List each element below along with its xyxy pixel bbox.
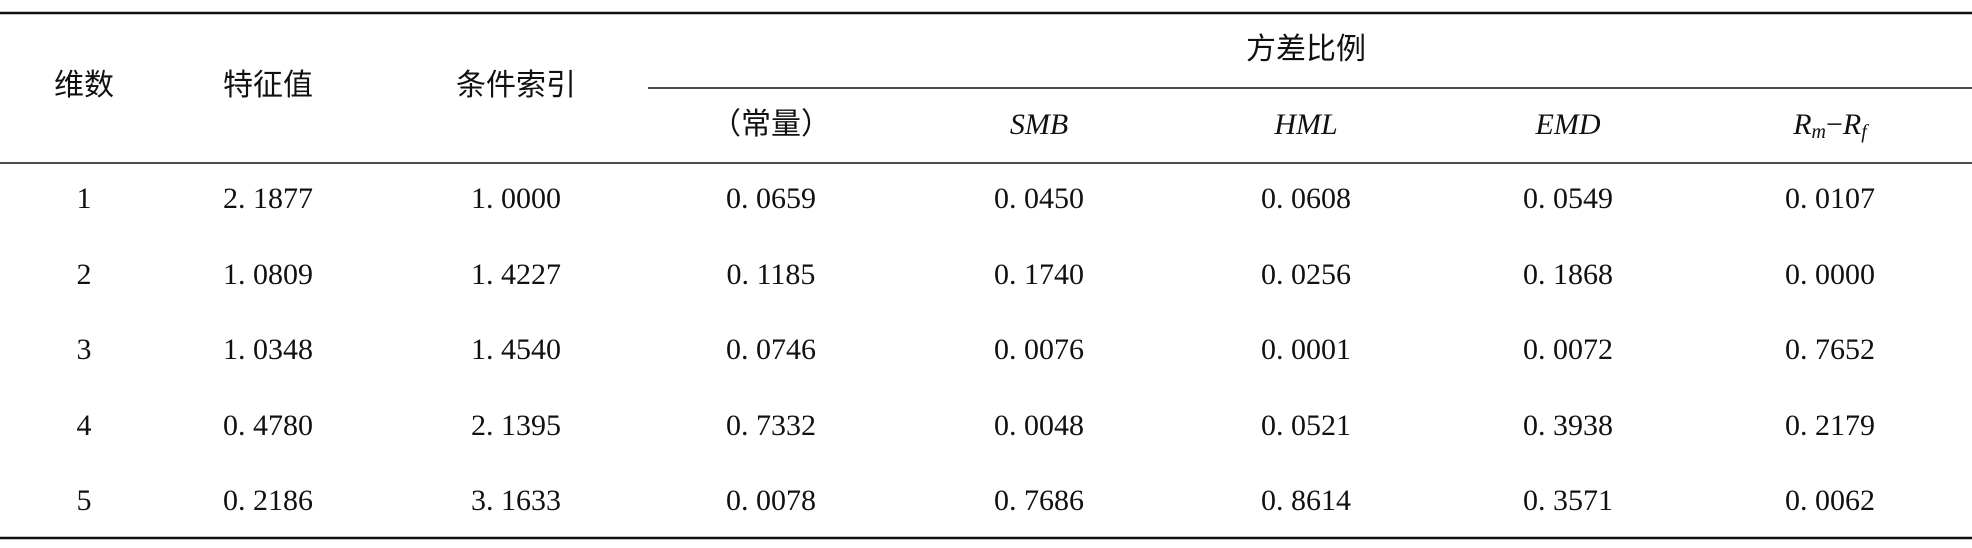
header-cell: SMB [1010,108,1068,141]
cell: 0. 3571 [1523,484,1613,517]
cell: 3 [77,333,92,366]
cell: 0. 0659 [726,182,816,215]
cell: 0. 0062 [1785,484,1875,517]
cell: 0. 8614 [1261,484,1351,517]
cell: 0. 2179 [1785,409,1875,442]
cell: 0. 7686 [994,484,1084,517]
cell: 0. 0549 [1523,182,1613,215]
header-cell: 维数 [54,69,114,102]
header-cell: EMD [1535,108,1601,141]
cell: 1. 4227 [471,258,561,291]
cell: 0. 3938 [1523,409,1613,442]
header-cell: （常量） [711,108,831,141]
cell: 0. 0076 [994,333,1084,366]
cell: 1. 4540 [471,333,561,366]
cell: 0. 1185 [727,258,816,291]
cell: 2 [77,258,92,291]
cell: 1. 0000 [471,182,561,215]
cell: 0. 0521 [1261,409,1351,442]
cell: 0. 0450 [994,182,1084,215]
cell: 0. 0000 [1785,258,1875,291]
cell: 0. 4780 [223,409,313,442]
cell: 1. 0809 [223,258,313,291]
cell: 1 [77,182,92,215]
cell: 0. 0001 [1261,333,1351,366]
cell: 3. 1633 [471,484,561,517]
subscript: f [1861,121,1869,143]
cell: 0. 1740 [994,258,1084,291]
cell: 0. 0072 [1523,333,1613,366]
cell: 0. 0256 [1261,258,1351,291]
cell: 0. 2186 [223,484,313,517]
header-cell: HML [1273,108,1337,141]
cell: 1. 0348 [223,333,313,366]
cell: 0. 7652 [1785,333,1875,366]
cell: 5 [77,484,92,517]
cell: 0. 0048 [994,409,1084,442]
symbol: R [1792,108,1811,141]
header-cell: 特征值 [223,69,313,102]
cell: 4 [77,409,92,442]
cell: 0. 1868 [1523,258,1613,291]
header-cell: Rm−Rf [1792,108,1869,143]
cell: 0. 7332 [726,409,816,442]
group-header: 方差比例 [1246,33,1366,66]
cell: 2. 1395 [471,409,561,442]
header-cell: 条件索引 [456,69,576,102]
symbol: R [1842,108,1861,141]
cell: 0. 0608 [1261,182,1351,215]
cell: 0. 0746 [726,333,816,366]
operator: − [1826,108,1843,141]
subscript: m [1812,121,1826,143]
cell: 2. 1877 [223,182,313,215]
cell: 0. 0078 [726,484,816,517]
cell: 0. 0107 [1785,182,1875,215]
